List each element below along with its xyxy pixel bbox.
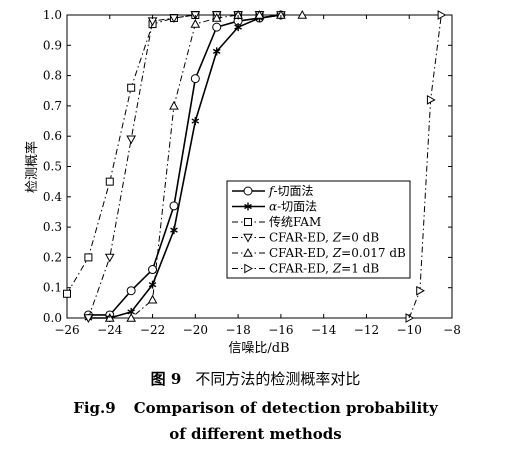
data-point-square xyxy=(244,218,252,226)
data-point-star xyxy=(212,47,221,56)
series-line xyxy=(408,14,442,319)
caption-en-number: Fig.9 xyxy=(73,399,116,417)
data-point-triangle-up xyxy=(169,100,179,110)
x-tick-label: −22 xyxy=(140,323,165,337)
data-point-square xyxy=(84,253,93,262)
data-point-circle xyxy=(212,22,222,32)
y-tick-label: 0.3 xyxy=(43,220,62,234)
data-point-triangle-right xyxy=(416,285,425,296)
y-tick-label: 0.4 xyxy=(43,190,62,204)
series-6 xyxy=(405,10,447,323)
data-point-circle xyxy=(169,201,179,211)
data-point-star xyxy=(191,117,200,126)
x-tick-label: −18 xyxy=(225,323,250,337)
data-point-triangle-up xyxy=(126,312,137,322)
legend-label: CFAR-ED, Z=1 dB xyxy=(269,262,379,276)
data-point-square xyxy=(105,177,114,186)
data-point-star xyxy=(148,280,157,289)
y-tick-label: 0.8 xyxy=(43,69,62,83)
data-point-triangle-right xyxy=(426,94,436,105)
data-point-star xyxy=(234,23,242,32)
data-point-triangle-down xyxy=(83,314,94,324)
detection-probability-chart: −26 −24 −22 −20 −18 −16 −14 −12 −10 −8 0.0 0.1 0.2 0.… xyxy=(24,8,461,356)
caption-en-text-2: of different methods xyxy=(169,425,342,443)
caption-english-line2: of different methods xyxy=(0,425,511,443)
data-point-triangle-down xyxy=(243,233,253,243)
caption-en-text-1: Comparison of detection probability xyxy=(133,399,438,417)
x-tick-label: −10 xyxy=(397,323,422,337)
x-axis-label: 信噪比/dB xyxy=(228,341,289,356)
data-point-star xyxy=(170,226,178,235)
legend-entry: 传统FAM xyxy=(232,214,321,229)
legend-entry: α-切面法 xyxy=(232,200,317,214)
data-point-triangle-up xyxy=(243,247,253,257)
x-tick-label: −24 xyxy=(97,323,123,337)
legend-label: CFAR-ED, Z=0 dB xyxy=(269,231,379,245)
x-tick-label: −16 xyxy=(268,323,293,337)
data-point-square xyxy=(127,83,136,92)
legend-label: α-切面法 xyxy=(269,200,317,214)
x-tick-label: −14 xyxy=(311,323,337,337)
data-point-triangle-down xyxy=(169,14,179,24)
series-line xyxy=(109,14,303,319)
data-point-square xyxy=(63,289,71,298)
y-tick-label: 0.0 xyxy=(43,311,62,325)
legend-entry: CFAR-ED, Z=0.017 dB xyxy=(232,246,406,260)
y-tick-label: 0.6 xyxy=(43,129,62,143)
legend-entry: f-切面法 xyxy=(232,184,314,198)
data-point-triangle-up xyxy=(211,13,222,22)
legend-label: CFAR-ED, Z=0.017 dB xyxy=(269,246,406,260)
y-tick-label: 0.5 xyxy=(43,160,62,174)
caption-english-line1: Fig.9 Comparison of detection probability xyxy=(0,399,511,417)
y-tick-label: 1.0 xyxy=(43,8,62,22)
legend-entry: CFAR-ED, Z=0 dB xyxy=(232,231,379,245)
data-point-triangle-right xyxy=(437,10,447,20)
data-point-circle xyxy=(126,286,136,296)
caption-cn-number: 图 9 xyxy=(150,370,182,388)
y-tick-label: 0.9 xyxy=(43,38,62,52)
data-point-triangle-up xyxy=(254,9,265,19)
legend-box xyxy=(226,180,411,279)
data-point-triangle-down xyxy=(104,253,115,263)
y-tick-label: 0.2 xyxy=(43,250,62,264)
data-point-triangle-up xyxy=(190,19,201,28)
series-line xyxy=(88,14,282,316)
legend-entry: CFAR-ED, Z=1 dB xyxy=(232,262,379,276)
x-tick-label: −8 xyxy=(443,323,461,337)
y-tick-label: 0.7 xyxy=(43,99,62,113)
data-point-circle xyxy=(243,186,253,196)
legend-label: 传统FAM xyxy=(269,214,321,229)
data-point-triangle-up xyxy=(297,9,308,19)
x-tick-label: −20 xyxy=(183,323,208,337)
data-point-triangle-down xyxy=(126,135,137,145)
x-tick-label: −12 xyxy=(354,323,379,337)
series-line xyxy=(88,14,282,319)
data-point-triangle-up xyxy=(147,294,158,304)
y-axis-label: 检测概率 xyxy=(24,141,40,193)
caption-chinese: 图 9 不同方法的检测概率对比 xyxy=(0,368,511,389)
data-point-star xyxy=(244,202,252,211)
x-tick-label: −26 xyxy=(54,323,79,337)
data-point-circle xyxy=(190,74,200,84)
data-point-circle xyxy=(148,265,158,275)
y-tick-label: 0.1 xyxy=(43,281,62,295)
data-point-triangle-right xyxy=(244,263,254,274)
caption-cn-text: 不同方法的检测概率对比 xyxy=(195,370,361,388)
legend-label: f-切面法 xyxy=(268,184,314,198)
